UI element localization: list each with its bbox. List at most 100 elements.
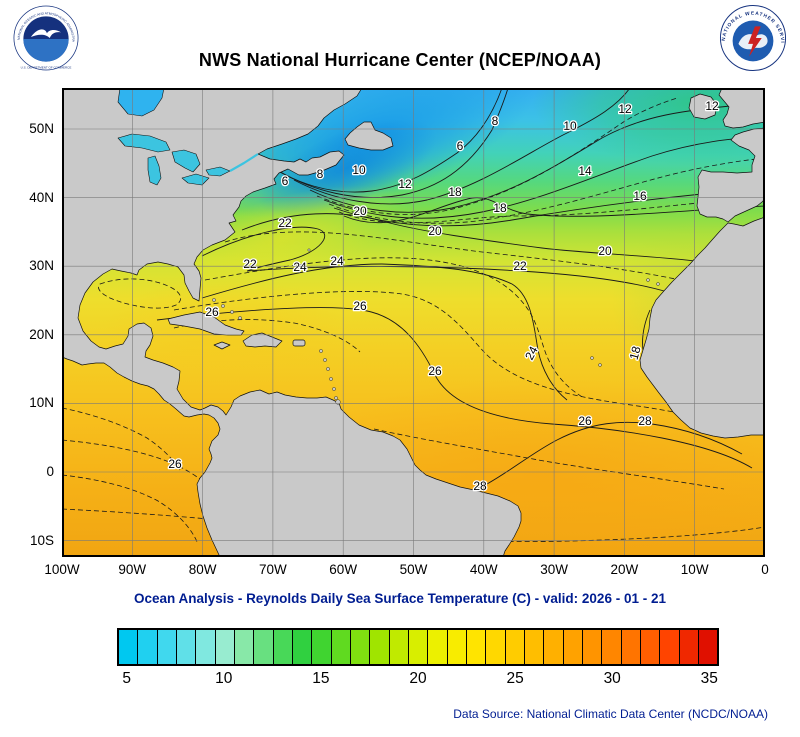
lake-huron [171, 149, 201, 173]
contour-label: 28 [473, 479, 487, 493]
inland-waters [117, 88, 259, 186]
colorbar-cell [640, 630, 661, 664]
x-tick-label: 70W [259, 562, 287, 577]
contour-label: 18 [627, 344, 644, 361]
x-tick-label: 40W [469, 562, 498, 577]
x-tick-label: 30W [540, 562, 568, 577]
colorbar-cell [215, 630, 235, 664]
colorbar-cell [370, 630, 390, 664]
lat-lon-grid [62, 88, 765, 557]
contour-label: 20 [353, 204, 367, 218]
map-subtitle: Ocean Analysis - Reynolds Daily Sea Surf… [134, 591, 666, 606]
land-ireland [688, 93, 718, 120]
nws-lightning-icon [748, 26, 762, 57]
colorbar-tick-label: 25 [506, 670, 524, 687]
colorbar-tick-label: 35 [700, 670, 718, 687]
colorbar-cell [196, 630, 216, 664]
contour-label: 12 [618, 102, 632, 116]
colorbar-cell [698, 630, 718, 664]
noaa-ring-text-bottom: U.S. DEPARTMENT OF COMMERCE [21, 66, 72, 70]
y-tick-label: 0 [46, 464, 54, 479]
contour-label: 8 [317, 167, 324, 181]
contour-label: 16 [633, 189, 647, 203]
colorbar-cell [157, 630, 177, 664]
colorbar-cell [312, 630, 332, 664]
contour-label: 10 [563, 119, 577, 133]
contour-label: 28 [638, 414, 652, 428]
x-tick-label: 60W [329, 562, 358, 577]
y-tick-label: 30N [29, 258, 54, 274]
colorbar-cell [505, 630, 525, 664]
landmasses [62, 88, 765, 557]
contour-label: 6 [457, 139, 464, 153]
contour-label: 26 [578, 414, 592, 428]
colorbar-cell [563, 630, 583, 664]
st-lawrence-river [229, 153, 259, 172]
x-tick-label: 10W [680, 562, 709, 577]
land-iberia-france [696, 127, 765, 223]
noaa-emblem-sea [23, 38, 69, 62]
contour-label: 8 [492, 114, 499, 128]
lake-ontario [205, 166, 231, 177]
colorbar-cell [331, 630, 351, 664]
page-title: NWS National Hurricane Center (NCEP/NOAA… [198, 50, 602, 70]
colorbar-cell [119, 630, 139, 664]
contour-label: 18 [448, 185, 462, 199]
colorbar-cell [486, 630, 506, 664]
contour-label: 24 [330, 254, 344, 268]
land-jamaica [213, 341, 231, 350]
y-tick-label: 10N [29, 395, 54, 411]
x-tick-label: 20W [610, 562, 639, 577]
colorbar-cell [466, 630, 487, 664]
lake-erie [181, 173, 210, 186]
contour-label: 10 [352, 163, 366, 177]
map-frame [62, 88, 765, 557]
colorbar-cell [602, 630, 622, 664]
land-africa [639, 216, 765, 439]
colorbar-cell [447, 630, 467, 664]
lake-superior [117, 133, 171, 153]
y-tick-label: 40N [29, 189, 54, 205]
x-tick-label: 50W [399, 562, 428, 577]
noaa-gull-icon [30, 29, 62, 38]
contour-label: 20 [428, 224, 442, 238]
colorbar-cell [582, 630, 603, 664]
land-north-south-america [62, 88, 522, 557]
noaa-logo[interactable]: NATIONAL OCEANIC AND ATMOSPHERIC ADMINIS… [13, 5, 79, 71]
colorbar-cell [234, 630, 255, 664]
contour-label: 26 [168, 457, 182, 471]
colorbar-cell [350, 630, 371, 664]
colorbar-cell [621, 630, 641, 664]
nws-logo[interactable]: NATIONAL WEATHER SERVICE [719, 4, 787, 72]
land-puerto-rico [292, 339, 306, 347]
contour-label: 14 [578, 164, 592, 178]
colorbar-cell [524, 630, 545, 664]
colorbar-cell [408, 630, 429, 664]
contour-label: 6 [282, 174, 289, 188]
x-tick-label: 80W [188, 562, 217, 577]
colorbar-cell [679, 630, 699, 664]
colorbar-cell [254, 630, 274, 664]
colorbar [117, 628, 719, 666]
lake-michigan [147, 155, 162, 186]
x-tick-label: 100W [44, 562, 80, 577]
colorbar-cell [138, 630, 158, 664]
contour-label: 26 [353, 299, 367, 313]
colorbar-cell [660, 630, 680, 664]
x-tick-label: 0 [761, 562, 769, 577]
land-hispaniola [242, 332, 283, 348]
contour-label: 26 [428, 364, 442, 378]
y-tick-label: 20N [29, 326, 54, 342]
colorbar-cell [292, 630, 313, 664]
colorbar-tick-label: 5 [122, 670, 132, 687]
colorbar-cell [273, 630, 293, 664]
y-tick-label: 10S [29, 532, 54, 548]
colorbar-ticks: 5 10 15 20 25 30 35 [117, 670, 719, 692]
colorbar-tick-label: 15 [312, 670, 330, 687]
contour-label: 26 [205, 305, 219, 319]
colorbar-cell [544, 630, 564, 664]
data-source-note: Data Source: National Climatic Data Cent… [453, 707, 768, 721]
colorbar-tick-label: 30 [603, 670, 621, 687]
